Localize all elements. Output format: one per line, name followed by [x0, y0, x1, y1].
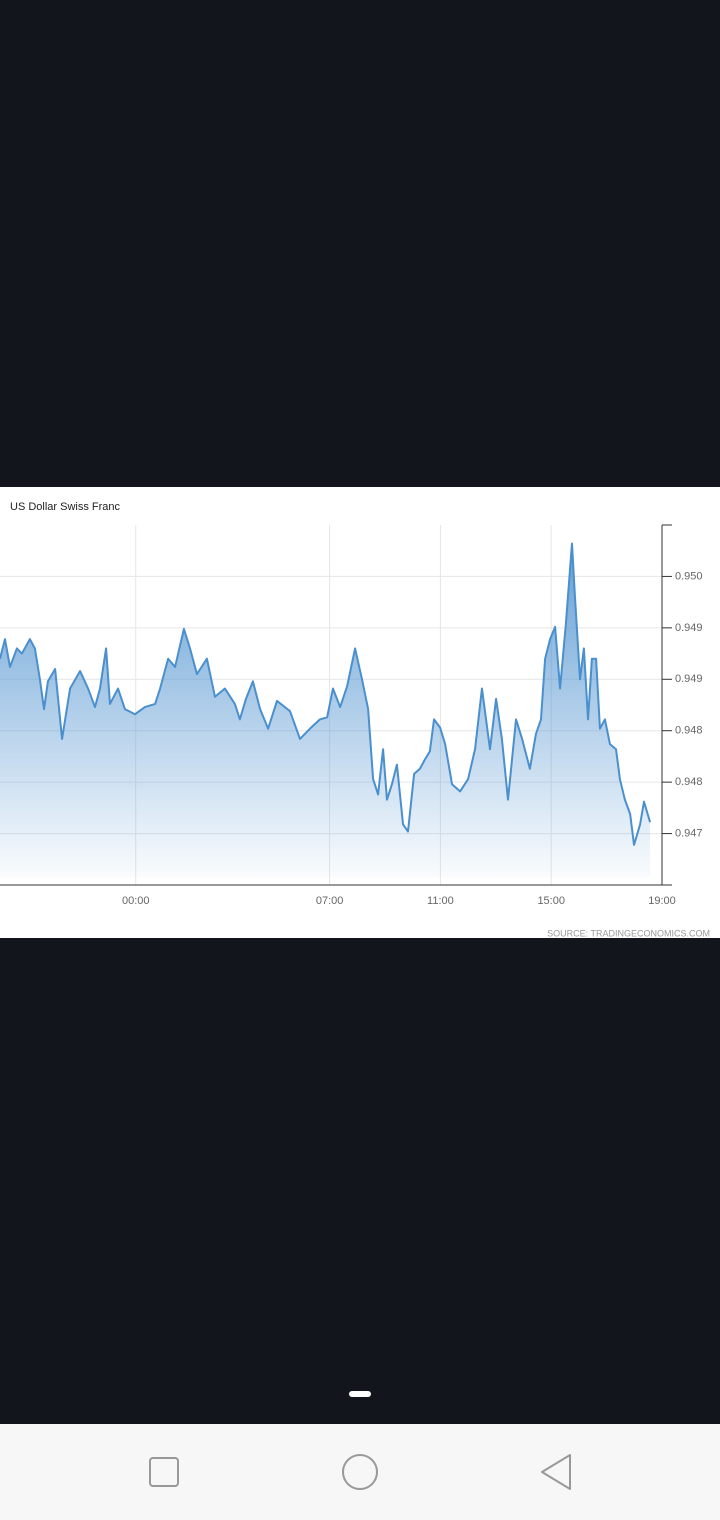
- x-tick-label: 07:00: [316, 895, 344, 907]
- chart-title: US Dollar Swiss Franc: [10, 501, 121, 513]
- x-tick-label: 11:00: [427, 895, 454, 907]
- back-button[interactable]: [541, 1454, 571, 1490]
- x-tick-label: 15:00: [537, 895, 565, 907]
- y-tick-label: 0.947: [675, 827, 703, 839]
- x-tick-label: 00:00: [122, 895, 150, 907]
- x-tick-label: 19:00: [648, 895, 676, 907]
- home-button[interactable]: [342, 1454, 378, 1490]
- y-tick-label: 0.949: [675, 673, 703, 685]
- source: SOURCE: TRADINGECONOMICS.COM: [547, 928, 710, 938]
- y-tick-label: 0.949: [675, 622, 703, 634]
- plot-area: 0.950 0.949 0.949 0.948 0.948 0.947 00:00 07:00…: [0, 524, 703, 907]
- y-tick-label: 0.948: [675, 776, 703, 788]
- home-indicator: [349, 1391, 371, 1397]
- y-tick-label: 0.948: [675, 725, 703, 737]
- y-tick-label: 0.950: [675, 570, 703, 582]
- recents-button[interactable]: [149, 1457, 179, 1487]
- navigation-bar: [0, 1424, 720, 1520]
- area-fill: [0, 543, 651, 877]
- price-line: [0, 542, 652, 846]
